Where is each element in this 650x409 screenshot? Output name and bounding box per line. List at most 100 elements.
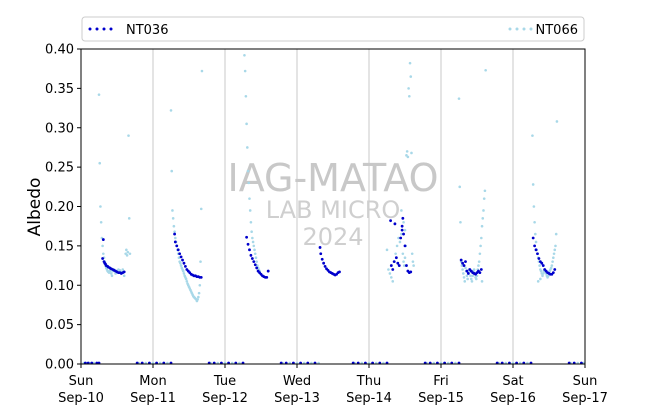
data-point-nt066 xyxy=(200,69,204,73)
data-point-nt066 xyxy=(254,256,258,259)
data-point-nt036 xyxy=(405,264,408,267)
data-point-nt066 xyxy=(482,197,486,200)
data-point-nt066 xyxy=(539,269,543,273)
data-point-nt036 xyxy=(389,264,393,267)
legend-marker-dot xyxy=(522,27,526,31)
legend-marker-dot xyxy=(102,27,106,31)
y-tick-label: 0.10 xyxy=(45,279,74,294)
data-point-nt066 xyxy=(406,155,410,159)
data-point-nt066 xyxy=(402,260,405,263)
data-point-nt066 xyxy=(463,280,467,283)
data-point-nt066 xyxy=(126,250,130,254)
data-point-nt066 xyxy=(555,120,559,123)
data-point-nt066 xyxy=(128,252,132,256)
x-tick-label-day: Wed xyxy=(283,374,311,389)
data-point-nt036 xyxy=(249,253,253,257)
data-point-nt066 xyxy=(410,151,413,155)
data-point-nt066 xyxy=(469,277,473,281)
data-point-nt066 xyxy=(99,205,102,208)
y-tick-label: 0.25 xyxy=(45,161,74,176)
data-point-nt036 xyxy=(402,232,405,236)
data-point-nt066 xyxy=(477,264,480,267)
data-point-nt066 xyxy=(127,217,131,220)
watermark-line-2: LAB MICRO xyxy=(266,196,401,224)
data-point-nt036 xyxy=(253,263,257,267)
data-point-nt066 xyxy=(177,256,181,259)
legend: NT036 NT066 xyxy=(81,16,585,42)
data-point-nt066 xyxy=(97,93,101,96)
y-axis: 0.00 0.05 0.10 0.15 0.20 0.25 0.30 0.35 0.40 xyxy=(45,43,81,373)
data-point-nt036 xyxy=(531,236,535,240)
data-point-nt036 xyxy=(181,258,184,262)
data-point-nt036 xyxy=(536,252,539,256)
data-point-nt066 xyxy=(549,266,553,270)
data-point-nt066 xyxy=(252,244,256,248)
legend-marker-dot xyxy=(109,27,113,31)
data-point-nt066 xyxy=(541,274,544,278)
data-point-nt066 xyxy=(397,236,400,240)
data-point-nt066 xyxy=(179,264,183,267)
data-point-nt036 xyxy=(391,268,395,271)
legend-marker-dot xyxy=(515,27,519,31)
data-point-nt066 xyxy=(251,236,254,240)
data-point-nt066 xyxy=(199,207,203,211)
data-point-nt036 xyxy=(461,261,464,265)
data-point-nt066 xyxy=(471,274,474,278)
data-point-nt036 xyxy=(179,255,183,259)
data-point-nt036 xyxy=(392,260,396,264)
data-point-nt036 xyxy=(400,224,404,228)
data-point-nt036 xyxy=(400,228,404,232)
data-point-nt066 xyxy=(395,244,399,248)
data-point-nt066 xyxy=(243,69,247,73)
data-point-nt066 xyxy=(483,189,487,193)
data-point-nt066 xyxy=(102,252,105,256)
data-point-nt066 xyxy=(388,272,392,275)
data-point-nt036 xyxy=(322,261,326,265)
data-point-nt036 xyxy=(403,244,407,248)
data-point-nt066 xyxy=(196,298,199,301)
y-axis-title: Albedo xyxy=(25,178,45,237)
data-point-nt036 xyxy=(393,222,397,226)
data-point-nt066 xyxy=(405,150,409,153)
data-point-nt066 xyxy=(541,272,545,275)
data-point-nt066 xyxy=(125,254,129,257)
data-point-nt066 xyxy=(484,68,487,72)
data-point-nt066 xyxy=(251,240,255,244)
data-point-nt036 xyxy=(396,261,400,265)
x-tick-label-date: Sep-16 xyxy=(490,391,536,406)
data-point-nt066 xyxy=(174,236,177,240)
watermark-line-3: 2024 xyxy=(302,223,363,251)
data-point-nt066 xyxy=(99,220,103,224)
data-point-nt036 xyxy=(319,252,323,256)
data-point-nt066 xyxy=(538,264,541,267)
data-point-nt066 xyxy=(531,134,534,137)
data-point-nt036 xyxy=(199,275,203,279)
data-point-nt066 xyxy=(457,97,461,100)
data-point-nt066 xyxy=(546,274,550,278)
x-tick-label-day: Tue xyxy=(213,374,236,389)
y-tick-label: 0.20 xyxy=(45,200,74,215)
data-point-nt066 xyxy=(480,280,484,283)
data-point-nt066 xyxy=(407,87,410,90)
data-point-nt066 xyxy=(182,272,186,275)
data-point-nt066 xyxy=(197,295,200,299)
data-point-nt066 xyxy=(247,181,251,185)
data-point-nt066 xyxy=(127,134,130,137)
data-point-nt036 xyxy=(397,264,401,267)
data-point-nt066 xyxy=(480,224,484,228)
data-point-nt066 xyxy=(461,268,464,271)
data-point-nt066 xyxy=(125,248,128,252)
data-point-nt036 xyxy=(466,272,470,275)
data-point-nt066 xyxy=(460,264,464,267)
data-point-nt036 xyxy=(252,260,256,264)
data-point-nt066 xyxy=(462,276,466,279)
data-point-nt066 xyxy=(199,260,202,263)
data-point-nt066 xyxy=(169,109,173,112)
data-point-nt066 xyxy=(464,266,467,270)
legend-marker-nt036 xyxy=(88,27,113,31)
data-point-nt066 xyxy=(459,220,462,224)
data-point-nt036 xyxy=(401,216,405,220)
x-tick-label-date: Sep-17 xyxy=(562,391,608,406)
legend-label-nt036: NT036 xyxy=(126,23,168,38)
watermark: IAG-MATAO LAB MICRO 2024 xyxy=(227,156,438,251)
